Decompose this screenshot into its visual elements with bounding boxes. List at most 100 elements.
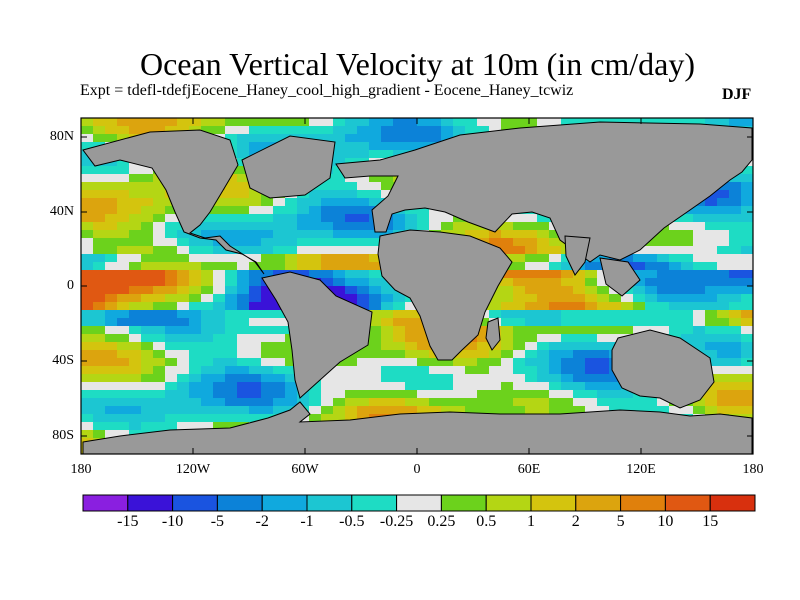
field-cell <box>165 318 178 327</box>
field-cell <box>537 278 550 287</box>
field-cell <box>741 222 753 231</box>
field-cell <box>621 390 634 399</box>
field-cell <box>297 230 310 239</box>
field-cell <box>237 398 250 407</box>
field-cell <box>537 398 550 407</box>
field-cell <box>129 382 142 391</box>
field-cell <box>393 358 406 367</box>
field-cell <box>177 318 190 327</box>
field-cell <box>573 294 586 303</box>
field-cell <box>705 406 718 415</box>
field-cell <box>717 302 730 311</box>
field-cell <box>81 214 94 223</box>
field-cell <box>537 334 550 343</box>
colorbar-cell <box>306 494 353 512</box>
field-cell <box>225 126 238 135</box>
field-cell <box>633 294 646 303</box>
field-cell <box>429 398 442 407</box>
field-cell <box>381 302 394 311</box>
field-cell <box>729 294 742 303</box>
field-cell <box>213 414 226 423</box>
field-cell <box>717 366 730 375</box>
field-cell <box>93 422 106 431</box>
field-cell <box>729 334 742 343</box>
field-cell <box>225 382 238 391</box>
field-cell <box>645 310 658 319</box>
field-cell <box>489 398 502 407</box>
field-cell <box>201 270 214 279</box>
field-cell <box>573 398 586 407</box>
field-cell <box>549 390 562 399</box>
field-cell <box>321 398 334 407</box>
field-cell <box>165 342 178 351</box>
field-cell <box>393 222 406 231</box>
field-cell <box>141 230 154 239</box>
field-cell <box>117 366 130 375</box>
field-cell <box>693 334 706 343</box>
field-cell <box>513 278 526 287</box>
field-cell <box>513 366 526 375</box>
field-cell <box>333 238 346 247</box>
field-cell <box>249 294 262 303</box>
field-cell <box>729 182 742 191</box>
field-cell <box>273 358 286 367</box>
field-cell <box>261 270 274 279</box>
field-cell <box>249 334 262 343</box>
field-cell <box>525 318 538 327</box>
field-cell <box>369 238 382 247</box>
colorbar-label: 15 <box>702 513 719 530</box>
field-cell <box>585 318 598 327</box>
field-cell <box>537 302 550 311</box>
field-cell <box>729 350 742 359</box>
field-cell <box>93 310 106 319</box>
field-cell <box>561 366 574 375</box>
field-cell <box>417 390 430 399</box>
field-cell <box>93 222 106 231</box>
field-cell <box>153 302 166 311</box>
field-cell <box>225 238 238 247</box>
field-cell <box>693 286 706 295</box>
field-cell <box>693 294 706 303</box>
field-cell <box>513 254 526 263</box>
field-cell <box>489 390 502 399</box>
field-cell <box>741 118 753 127</box>
field-cell <box>105 358 118 367</box>
field-cell <box>129 166 142 175</box>
field-cell <box>177 390 190 399</box>
field-cell <box>117 406 130 415</box>
field-cell <box>513 286 526 295</box>
field-cell <box>705 390 718 399</box>
field-cell <box>249 246 262 255</box>
field-cell <box>105 134 118 143</box>
field-cell <box>393 342 406 351</box>
field-cell <box>381 182 394 191</box>
field-cell <box>417 358 430 367</box>
field-cell <box>525 270 538 279</box>
field-cell <box>549 310 562 319</box>
field-cell <box>489 230 502 239</box>
field-cell <box>345 174 358 183</box>
field-cell <box>237 174 250 183</box>
field-cell <box>153 334 166 343</box>
field-cell <box>273 382 286 391</box>
field-cell <box>129 254 142 263</box>
field-cell <box>285 254 298 263</box>
field-cell <box>213 374 226 383</box>
field-cell <box>189 326 202 335</box>
field-cell <box>585 398 598 407</box>
field-cell <box>525 358 538 367</box>
field-cell <box>249 270 262 279</box>
field-cell <box>369 334 382 343</box>
field-cell <box>249 310 262 319</box>
field-cell <box>729 398 742 407</box>
experiment-subtitle: Expt = tdefl-tdefjEocene_Haney_cool_high… <box>80 82 574 99</box>
field-cell <box>525 310 538 319</box>
field-cell <box>153 198 166 207</box>
field-cell <box>741 278 753 287</box>
field-cell <box>525 334 538 343</box>
field-cell <box>93 278 106 287</box>
field-cell <box>417 142 430 151</box>
colorbar-cell <box>709 494 756 512</box>
field-cell <box>369 254 382 263</box>
field-cell <box>621 302 634 311</box>
